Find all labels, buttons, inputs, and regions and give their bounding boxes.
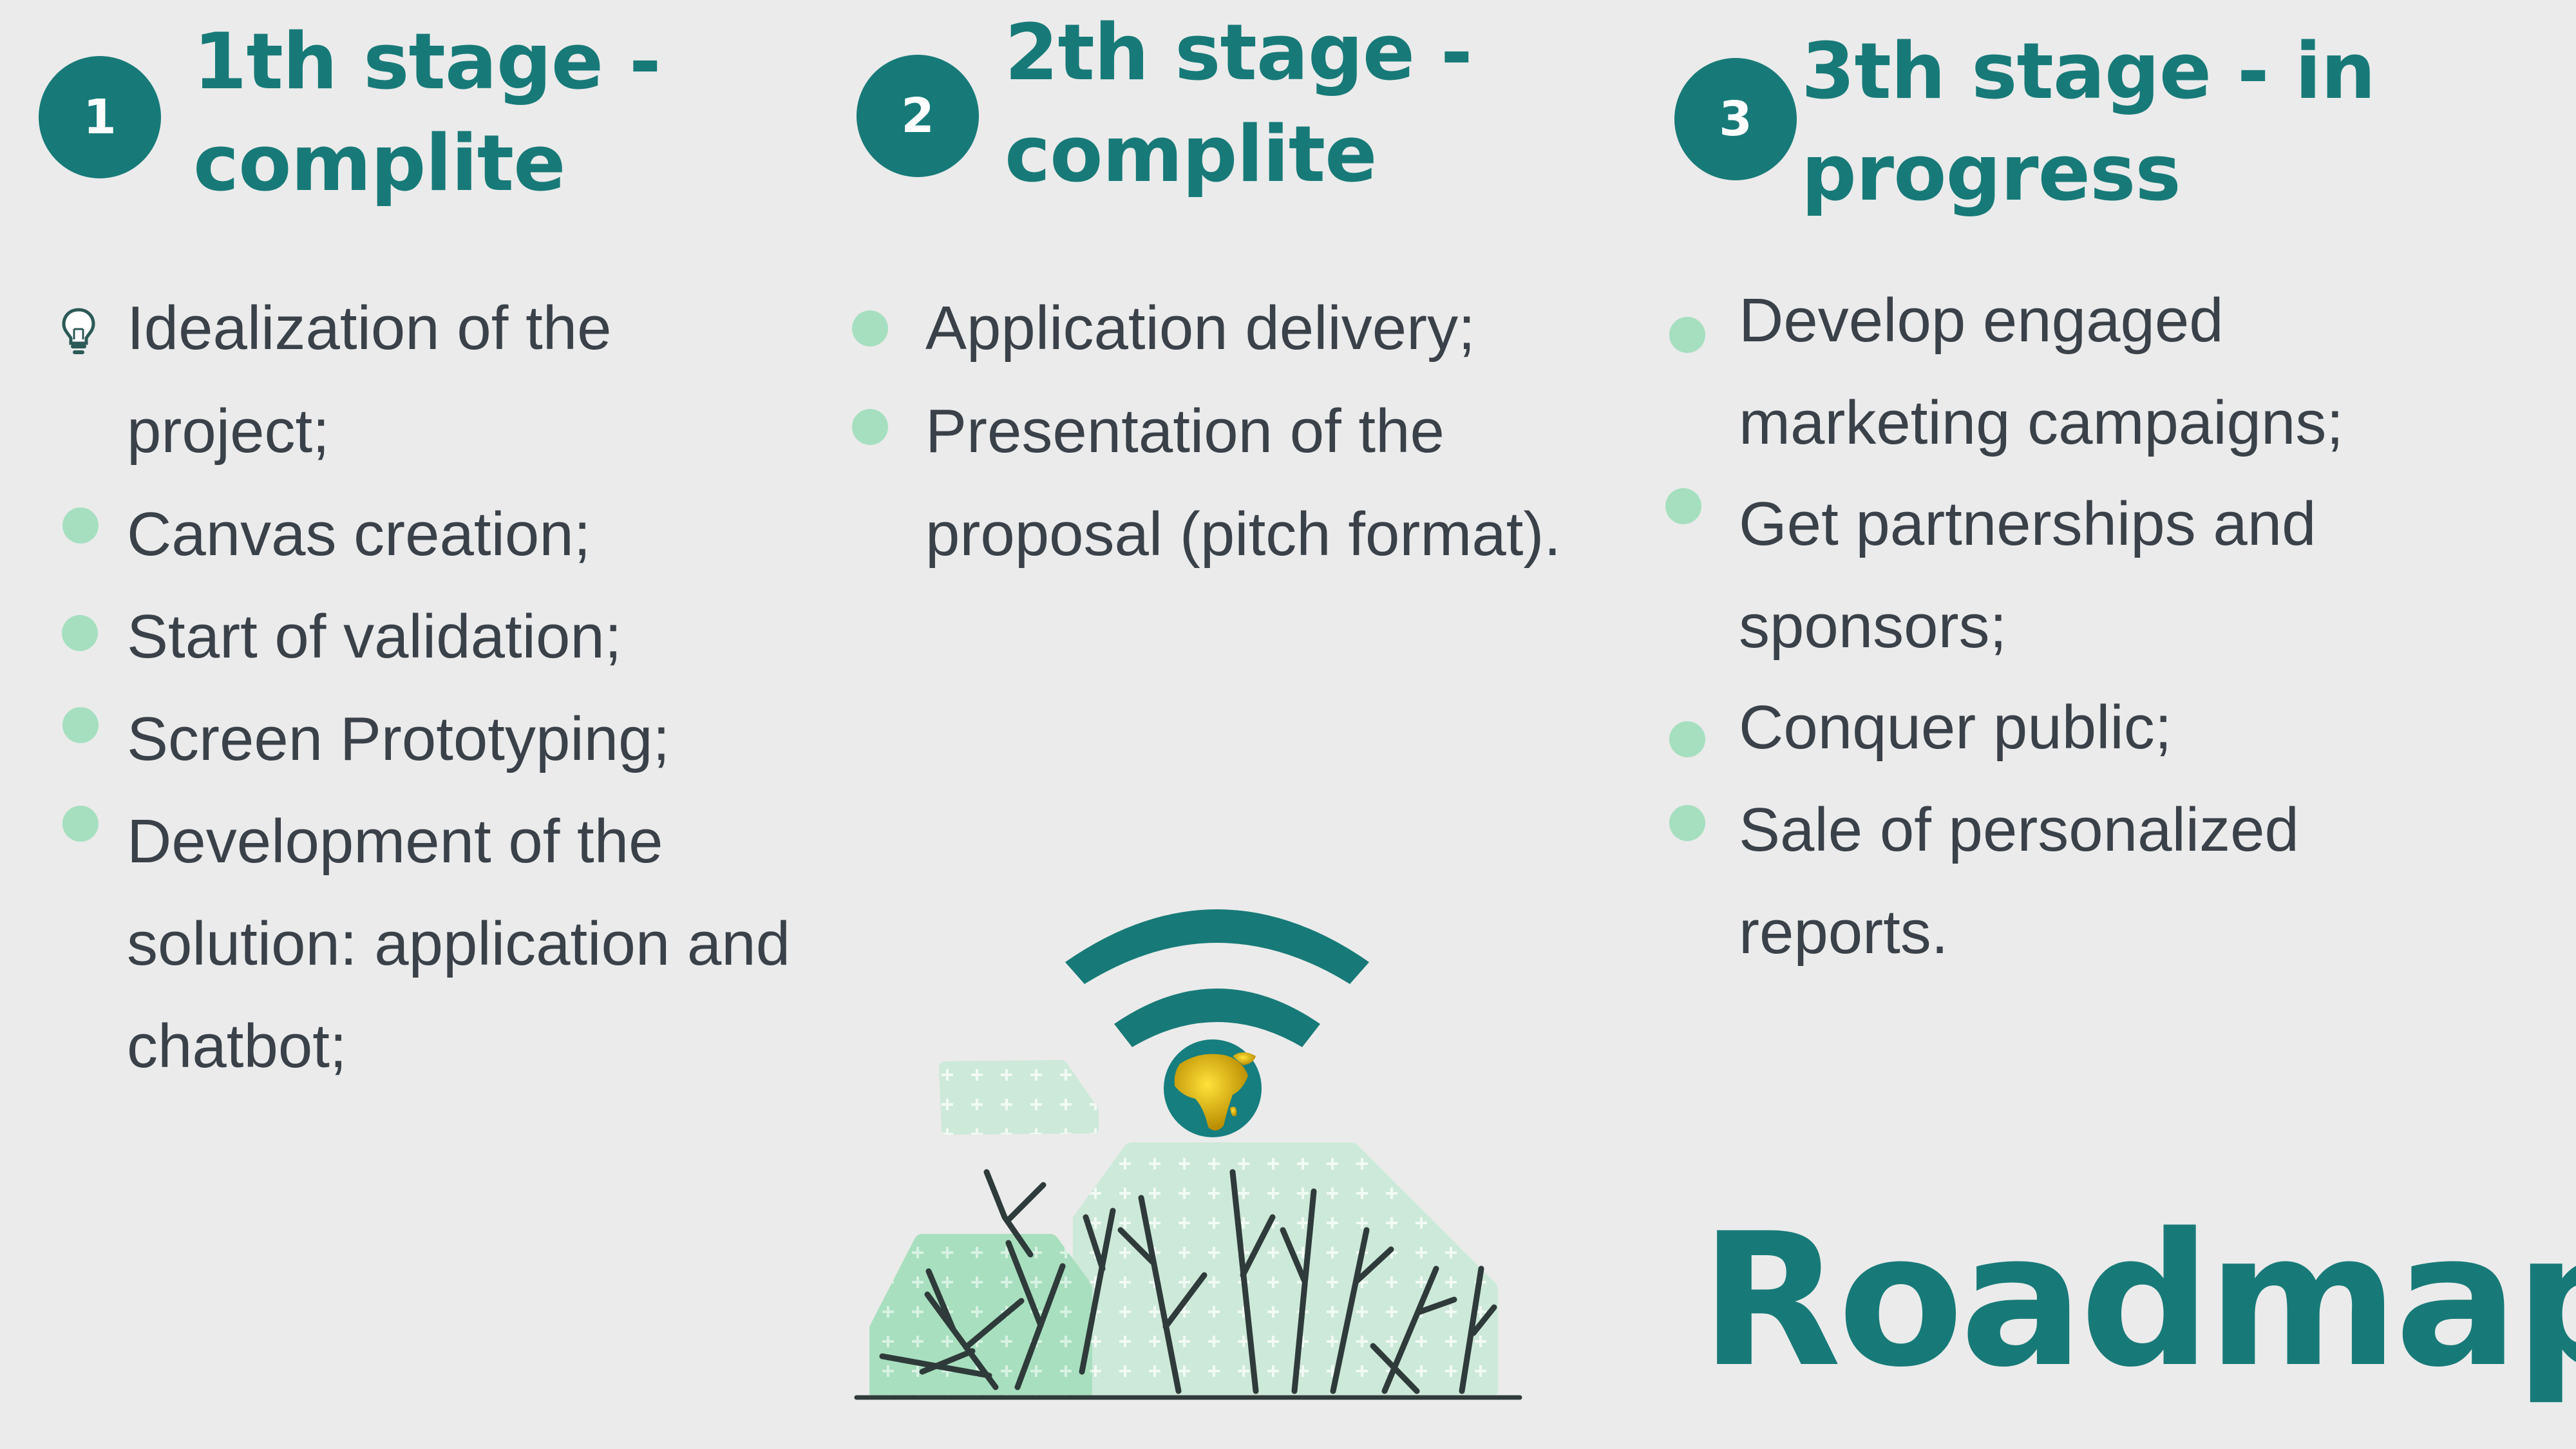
stage-1-bullet-3 xyxy=(62,615,98,651)
stage-1-item-4: Screen Prototyping; xyxy=(127,705,670,773)
stage-1-number-badge: 1 xyxy=(39,56,161,178)
stage-3-bullet-1 xyxy=(1669,317,1705,353)
stage-3-title-line1: 3th stage - in xyxy=(1801,27,2376,117)
stage-1-item-5-line1: Development of the xyxy=(127,807,663,876)
stage-2-bullet-1 xyxy=(852,310,888,346)
stage-2-item-2-line2: proposal (pitch format). xyxy=(925,500,1562,569)
stage-2-bullet-2 xyxy=(852,409,888,445)
bush-icon xyxy=(939,1060,1099,1135)
stage-1-title-line2: complite xyxy=(193,119,566,209)
stage-1-item-5-line2: solution: application and xyxy=(127,909,791,978)
stage-1-bullet-4 xyxy=(62,707,99,743)
stage-1-title-line1: 1th stage - xyxy=(193,17,661,107)
bush-icon xyxy=(869,1234,1092,1396)
stage-3-bullet-2 xyxy=(1665,488,1701,524)
stage-2-number-badge: 2 xyxy=(857,55,979,177)
stage-1-item-1-line1: Idealization of the xyxy=(127,294,612,363)
bare-tree-icon xyxy=(879,1169,1497,1394)
stage-2-title-line2: complite xyxy=(1005,110,1378,200)
wifi-signal-icon xyxy=(1065,909,1369,1047)
stage-2-number: 2 xyxy=(901,88,934,144)
stage-1-number: 1 xyxy=(83,90,117,145)
stage-2-title-line1: 2th stage - xyxy=(1005,8,1473,98)
stage-1-bullet-2 xyxy=(62,507,99,544)
stage-1-item-1-line2: project; xyxy=(127,397,330,466)
stage-3-item-4-line2: reports. xyxy=(1739,898,1949,967)
globe-icon xyxy=(1164,1039,1262,1137)
stage-3-item-1-line1: Develop engaged xyxy=(1739,286,2224,355)
stage-2-item-1: Application delivery; xyxy=(925,294,1475,363)
stage-1-item-2: Canvas creation; xyxy=(127,500,591,569)
stage-3-item-1-line2: marketing campaigns; xyxy=(1739,388,2344,457)
stage-3-item-4-line1: Sale of personalized xyxy=(1739,795,2299,864)
roadmap-title: Roadmap xyxy=(1700,1194,2576,1408)
stage-3-number-badge: 3 xyxy=(1674,58,1797,180)
stage-3-number: 3 xyxy=(1719,91,1752,147)
stage-3-item-2-line1: Get partnerships and xyxy=(1739,489,2316,558)
stage-3-title: 3th stage - in progress xyxy=(1801,21,2376,225)
lightbulb-icon xyxy=(62,308,95,354)
stage-3-item-3: Conquer public; xyxy=(1739,693,2172,762)
wifi-garden-illustration xyxy=(854,909,1522,1400)
stage-2-item-2-line1: Presentation of the xyxy=(925,397,1444,466)
stage-3-bullet-3 xyxy=(1669,721,1705,757)
stage-2-title: 2th stage - complite xyxy=(1005,3,1473,206)
stage-1-bullet-5 xyxy=(62,806,99,842)
stage-1-title: 1th stage - complite xyxy=(193,12,661,215)
stage-3-title-line2: progress xyxy=(1801,129,2181,218)
stage-1-item-3: Start of validation; xyxy=(127,602,622,671)
stage-3-item-2-line2: sponsors; xyxy=(1739,592,2007,661)
bush-icon xyxy=(1073,1142,1498,1395)
stage-3-bullet-4 xyxy=(1669,805,1705,841)
stage-1-item-5-line3: chatbot; xyxy=(127,1012,347,1081)
